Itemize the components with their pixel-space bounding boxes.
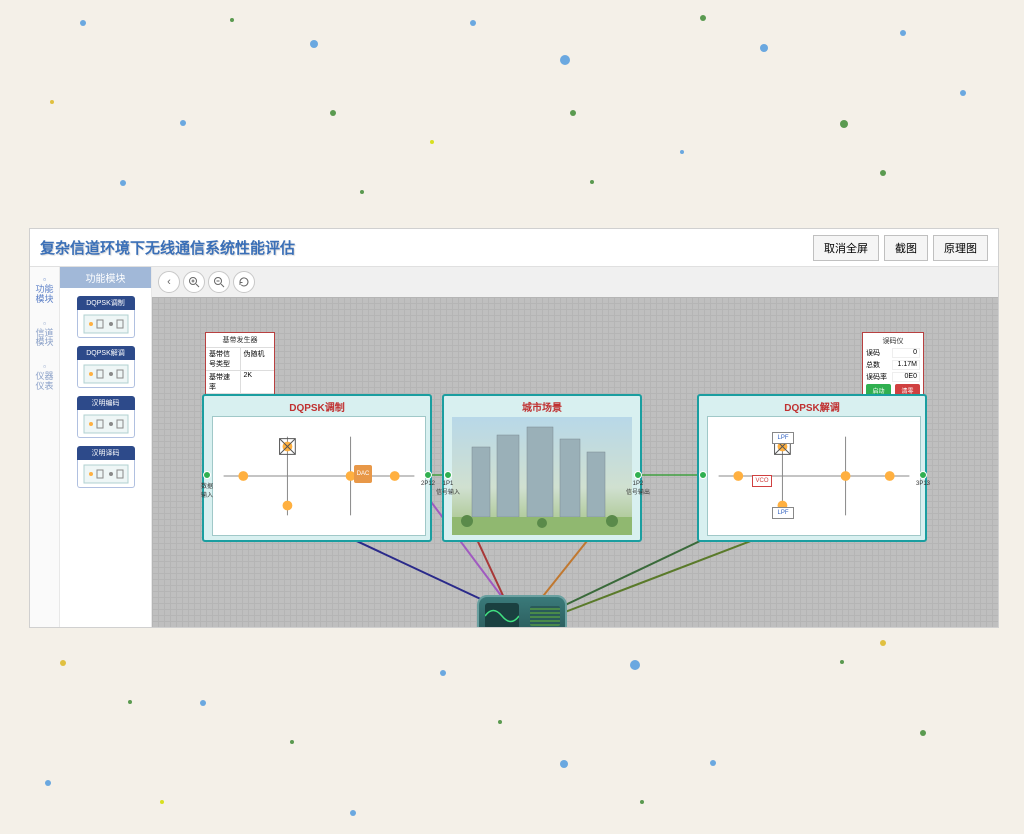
block-inner: [212, 416, 426, 536]
nav-item-func[interactable]: ▫功能模块: [35, 273, 53, 307]
palette-item-thumb: [77, 360, 135, 388]
palette-item-thumb: [77, 460, 135, 488]
confetti-dot: [560, 55, 570, 65]
canvas[interactable]: 基带发生器基带信号类型伪随机基带速率2K基带信号电平TTL,ECL误码仪误码0总…: [152, 297, 998, 627]
port-demod-in[interactable]: [699, 471, 707, 479]
palette-item-conv-enc[interactable]: 汉明编码: [77, 396, 135, 438]
port-label: 2P12: [421, 481, 435, 487]
confetti-dot: [350, 810, 356, 816]
palette-item-label: DQPSK解调: [77, 346, 135, 360]
lpf-chip: LPF: [772, 432, 794, 444]
confetti-dot: [330, 110, 336, 116]
canvas-toolbar: ‹: [152, 267, 998, 297]
palette-header: 功能模块: [60, 267, 151, 288]
palette-item-label: 汉明译码: [77, 446, 135, 460]
ber-meter[interactable]: 误码仪误码0总数1.17M误码率0E0启动清零: [862, 332, 924, 403]
city-scene-image: [452, 417, 632, 535]
confetti-dot: [430, 140, 434, 144]
confetti-dot: [570, 110, 576, 116]
title-buttons: 取消全屏 截图 原理图: [813, 235, 988, 261]
block-title: DQPSK调制: [204, 399, 430, 414]
confetti-dot: [200, 700, 206, 706]
port-label: 3P13: [916, 481, 930, 487]
confetti-dot: [710, 760, 716, 766]
confetti-dot: [700, 15, 706, 21]
confetti-dot: [630, 660, 640, 670]
confetti-dot: [880, 640, 886, 646]
port-city-in[interactable]: [444, 471, 452, 479]
port-city-out[interactable]: [634, 471, 642, 479]
schematic-button[interactable]: 原理图: [933, 235, 988, 261]
block-inner: [707, 416, 921, 536]
confetti-dot: [470, 20, 476, 26]
lpf-chip: LPF: [772, 507, 794, 519]
confetti-dot: [880, 170, 886, 176]
palette-item-dqpsk-mod[interactable]: DQPSK调制: [77, 296, 135, 338]
scope-keypad: [530, 606, 560, 626]
scope-screen: [485, 603, 519, 627]
screenshot-button[interactable]: 截图: [884, 235, 928, 261]
confetti-dot: [360, 190, 364, 194]
refresh-button[interactable]: [233, 271, 255, 293]
confetti-dot: [560, 760, 568, 768]
dac-chip: DAC: [354, 465, 372, 483]
palette-item-thumb: [77, 410, 135, 438]
canvas-area: ‹ 基带发生器基带信号类型伪随机基带速率2K基带信号电平TTL,ECL误码仪误码…: [152, 267, 998, 627]
app-title: 复杂信道环境下无线通信系统性能评估: [40, 237, 813, 258]
fullscreen-button[interactable]: 取消全屏: [813, 235, 879, 261]
block-demod[interactable]: DQPSK解调: [697, 394, 927, 542]
nav-item-chan[interactable]: ▫信道模块: [35, 317, 53, 351]
confetti-dot: [160, 800, 164, 804]
port-label: 1P2 信号输出: [626, 481, 650, 496]
generator-title: 基带发生器: [206, 333, 274, 347]
confetti-dot: [840, 120, 848, 128]
port-mod-out[interactable]: [424, 471, 432, 479]
confetti-dot: [640, 800, 644, 804]
block-title: 城市场景: [444, 399, 640, 414]
confetti-dot: [50, 100, 54, 104]
confetti-dot: [310, 40, 318, 48]
confetti-dot: [230, 18, 234, 22]
confetti-dot: [80, 20, 86, 26]
confetti-dot: [840, 660, 844, 664]
confetti-dot: [960, 90, 966, 96]
confetti-dot: [680, 150, 684, 154]
palette-item-label: 汉明编码: [77, 396, 135, 410]
confetti-dot: [60, 660, 66, 666]
confetti-dot: [128, 700, 132, 704]
titlebar: 复杂信道环境下无线通信系统性能评估 取消全屏 截图 原理图: [30, 229, 998, 267]
palette: 功能模块 DQPSK调制 DQPSK解调 汉明编码 汉明译码: [60, 267, 152, 627]
port-label: 1P1 信号输入: [436, 481, 460, 496]
confetti-dot: [290, 740, 294, 744]
vco-chip: VCO: [752, 475, 772, 487]
confetti-dot: [498, 720, 502, 724]
back-button[interactable]: ‹: [158, 271, 180, 293]
confetti-dot: [120, 180, 126, 186]
confetti-dot: [45, 780, 51, 786]
zoom-in-button[interactable]: [183, 271, 205, 293]
confetti-dot: [180, 120, 186, 126]
confetti-dot: [760, 44, 768, 52]
confetti-dot: [920, 730, 926, 736]
block-title: DQPSK解调: [699, 399, 925, 414]
oscilloscope[interactable]: [477, 595, 567, 627]
nav-item-instr[interactable]: ▫仪器仪表: [35, 360, 53, 394]
palette-item-conv-dec[interactable]: 汉明译码: [77, 446, 135, 488]
port-mod-in[interactable]: [203, 471, 211, 479]
palette-item-label: DQPSK调制: [77, 296, 135, 310]
zoom-out-button[interactable]: [208, 271, 230, 293]
confetti-dot: [440, 670, 446, 676]
block-mod[interactable]: DQPSK调制: [202, 394, 432, 542]
palette-item-dqpsk-demod[interactable]: DQPSK解调: [77, 346, 135, 388]
side-nav: ▫功能模块 ▫信道模块 ▫仪器仪表: [30, 267, 60, 627]
port-demod-out[interactable]: [919, 471, 927, 479]
app-window: 复杂信道环境下无线通信系统性能评估 取消全屏 截图 原理图 ▫功能模块 ▫信道模块…: [29, 228, 999, 628]
palette-item-thumb: [77, 310, 135, 338]
confetti-dot: [900, 30, 906, 36]
confetti-dot: [590, 180, 594, 184]
port-label: 数据 输入: [201, 481, 213, 499]
ber-title: 误码仪: [866, 336, 920, 346]
